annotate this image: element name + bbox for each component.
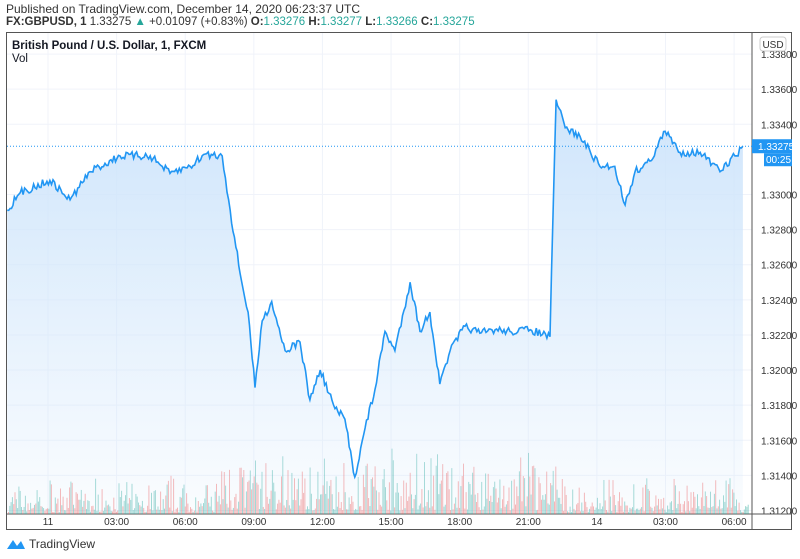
price-line — [7, 99, 744, 480]
y-tick-label: 1.32200 — [761, 331, 798, 342]
y-tick-label: 1.33600 — [761, 85, 798, 96]
countdown-text: 00:25 — [766, 155, 791, 166]
footer-brand: TradingView — [29, 537, 96, 551]
y-tick-label: 1.31800 — [761, 401, 798, 412]
y-tick-label: 1.32800 — [761, 226, 798, 237]
last-price: 1.33275 — [89, 16, 132, 28]
x-tick-label: 03:00 — [104, 517, 129, 528]
symbol: FX:GBPUSD, 1 — [6, 16, 87, 28]
currency-label: USD — [762, 40, 783, 51]
chart-title: British Pound / U.S. Dollar, 1, FXCM — [12, 40, 207, 52]
symbol-info: FX:GBPUSD, 1 1.33275 ▲ +0.01097 (+0.83%)… — [6, 16, 475, 28]
y-tick-label: 1.32400 — [761, 296, 798, 307]
x-tick-label: 21:00 — [516, 517, 541, 528]
y-tick-label: 1.32600 — [761, 261, 798, 272]
x-tick-label: 11 — [43, 517, 54, 528]
low-label: L: — [365, 16, 377, 28]
published-note: Published on TradingView.com, December 1… — [6, 2, 360, 16]
x-tick-label: 14 — [591, 517, 603, 528]
y-tick-label: 1.31400 — [761, 471, 798, 482]
y-tick-label: 1.31200 — [761, 506, 798, 517]
x-tick-label: 03:00 — [653, 517, 678, 528]
close-value: 1.33275 — [433, 16, 475, 28]
footer-logo[interactable]: TradingView — [6, 537, 95, 551]
price-area — [7, 99, 743, 514]
y-tick-label: 1.33400 — [761, 120, 798, 131]
x-tick-label: 12:00 — [310, 517, 335, 528]
change: +0.01097 (+0.83%) — [149, 16, 248, 28]
y-tick-label: 1.31600 — [761, 436, 798, 447]
chart-frame — [6, 32, 792, 530]
x-tick-label: 18:00 — [447, 517, 472, 528]
open-label: O: — [250, 16, 264, 28]
currency-button[interactable] — [759, 36, 787, 52]
volume-bar — [745, 506, 747, 514]
countdown-badge — [764, 153, 792, 167]
tradingview-logo-icon — [7, 540, 25, 549]
x-tick-label: 09:00 — [241, 517, 266, 528]
y-tick-label: 1.33000 — [761, 191, 798, 202]
x-tick-label: 06:00 — [722, 517, 747, 528]
close-label: C: — [420, 16, 434, 28]
volume-bar — [747, 504, 749, 514]
up-triangle-icon: ▲ — [134, 16, 146, 28]
current-price-badge — [752, 139, 792, 154]
volume-bar — [742, 511, 744, 514]
volume-bar — [746, 506, 748, 514]
low-value: 1.33266 — [376, 16, 418, 28]
y-tick-label: 1.33800 — [761, 50, 798, 61]
volume-bar — [743, 509, 745, 514]
open-value: 1.33276 — [263, 16, 306, 28]
high-value: 1.33277 — [320, 16, 363, 28]
x-tick-label: 15:00 — [379, 517, 404, 528]
high-label: H: — [308, 16, 321, 28]
volume-label: Vol — [12, 53, 28, 65]
x-tick-label: 06:00 — [173, 517, 198, 528]
y-tick-label: 1.32000 — [761, 366, 798, 377]
current-price-text: 1.33275 — [758, 142, 795, 153]
